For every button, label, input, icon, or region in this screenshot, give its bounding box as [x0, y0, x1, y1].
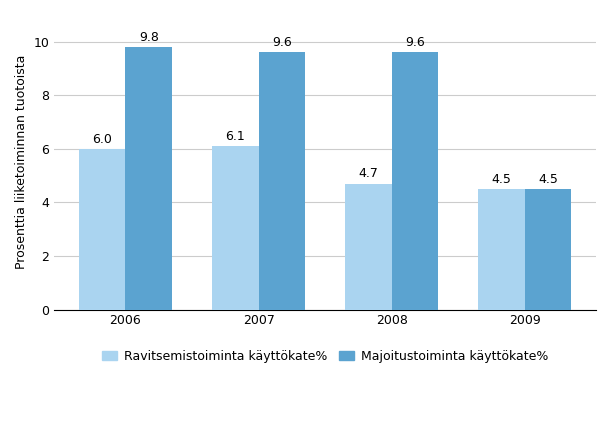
Legend: Ravitsemistoiminta käyttökate%, Majoitustoiminta käyttökate%: Ravitsemistoiminta käyttökate%, Majoitus…: [97, 345, 553, 368]
Bar: [79, 149, 125, 310]
Text: 6.0: 6.0: [92, 133, 112, 146]
Bar: [525, 189, 571, 310]
Bar: [392, 53, 438, 310]
Bar: [478, 189, 525, 310]
Bar: [212, 146, 258, 310]
Y-axis label: Prosenttia liiketoiminnan tuotoista: Prosenttia liiketoiminnan tuotoista: [15, 55, 28, 269]
Bar: [125, 47, 172, 310]
Text: 9.8: 9.8: [139, 31, 159, 44]
Bar: [258, 53, 305, 310]
Text: 9.6: 9.6: [272, 36, 292, 49]
Bar: [345, 184, 392, 310]
Text: 6.1: 6.1: [225, 130, 245, 143]
Text: 4.5: 4.5: [492, 173, 511, 186]
Text: 9.6: 9.6: [405, 36, 425, 49]
Text: 4.5: 4.5: [538, 173, 558, 186]
Text: 4.7: 4.7: [359, 167, 378, 181]
